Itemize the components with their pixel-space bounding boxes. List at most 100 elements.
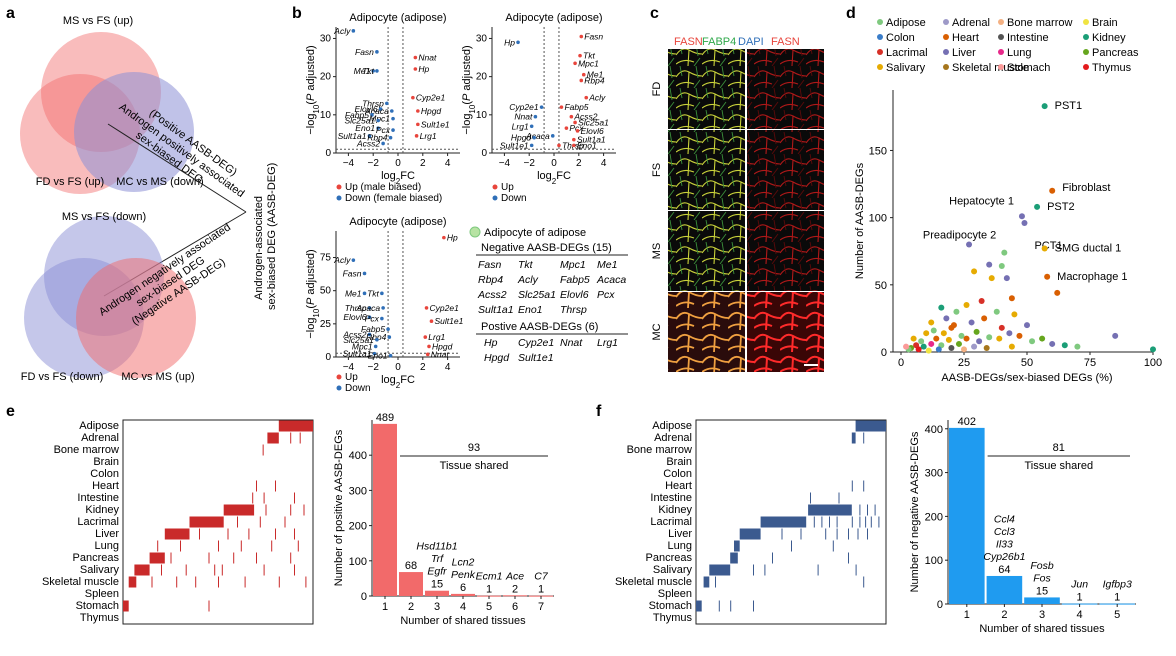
neg-gene: Sult1a1 bbox=[478, 304, 514, 316]
x-tick-label: −2 bbox=[367, 362, 379, 373]
aasb-side-label-2: sex-biased DEG (AASB-DEG) bbox=[266, 163, 278, 310]
x-tick-label: 100 bbox=[1144, 357, 1162, 369]
row-label-ms: MS bbox=[651, 243, 663, 260]
heatmap-cell bbox=[180, 540, 181, 552]
y-tick-label: 10 bbox=[320, 110, 332, 121]
tissue-label: Colon bbox=[663, 468, 692, 480]
legend-dot-adipose bbox=[877, 19, 883, 25]
scatter-point-annotated bbox=[1034, 203, 1041, 210]
micro-fasn-ms bbox=[747, 211, 824, 291]
x-tick-label: 4 bbox=[601, 158, 607, 169]
heatmap-cell bbox=[294, 528, 295, 540]
x-tick-label: 4 bbox=[1077, 609, 1083, 621]
bar-6 bbox=[503, 595, 527, 597]
heatmap-cell bbox=[825, 528, 827, 540]
volcano-point bbox=[376, 126, 380, 130]
bar-value-4: 6 bbox=[460, 582, 466, 594]
y-tick-label: 0 bbox=[481, 148, 487, 159]
bar-value-1: 402 bbox=[958, 416, 976, 428]
scatter-point-annotated bbox=[1041, 103, 1048, 110]
tissue-label: Adipose bbox=[79, 420, 119, 432]
legend-dot-lacrimal bbox=[877, 49, 883, 55]
volcano-point bbox=[390, 109, 394, 113]
heatmap-cell bbox=[267, 432, 279, 444]
heatmap-cell bbox=[240, 540, 242, 552]
heatmap-cell bbox=[271, 540, 273, 552]
micro-fasn-mc bbox=[747, 292, 824, 372]
gene-label: Rbp4 bbox=[367, 133, 388, 143]
tissue-label: Pancreas bbox=[73, 552, 120, 564]
heatmap-cell bbox=[855, 420, 886, 432]
heatmap-cell bbox=[848, 552, 849, 564]
x-tick-label: 75 bbox=[1084, 357, 1096, 369]
x-tick-label: 6 bbox=[512, 601, 518, 613]
gene-label: Hp bbox=[504, 37, 515, 47]
volcano-point bbox=[579, 34, 584, 39]
gene-label: Cyp2e1 bbox=[509, 102, 539, 112]
micro-merge-fs bbox=[668, 130, 745, 210]
scatter-point bbox=[1150, 346, 1156, 353]
venn-circle-mc-ms-down bbox=[74, 72, 194, 192]
gene-label: Nnat bbox=[431, 349, 450, 359]
aasb-side-label-1: Androgen-associated bbox=[253, 196, 265, 300]
y-tick-label: 50 bbox=[320, 286, 332, 297]
volcano-point bbox=[371, 69, 376, 73]
volcano-point bbox=[370, 113, 374, 117]
gene-label: Rbp4 bbox=[366, 332, 387, 342]
bar-gene-label: Jun bbox=[1070, 579, 1088, 591]
legend-up-dot bbox=[336, 374, 342, 380]
volcano-plot-3: Adipocyte (adipose) −4 −2 0 2 4 0 25 50 75 log2FC −… bbox=[305, 216, 464, 394]
gene-label: Elovl6 bbox=[581, 126, 604, 136]
gene-label: Tkt bbox=[362, 66, 374, 76]
legend-label: Colon bbox=[886, 32, 915, 44]
bar-value-4: 1 bbox=[1077, 592, 1083, 604]
heatmap-cell bbox=[208, 552, 210, 564]
heatmap-cell bbox=[851, 516, 853, 528]
x-tick-label: 2 bbox=[1001, 609, 1007, 621]
x-tick-label: 4 bbox=[445, 362, 451, 373]
x-tick-label: 5 bbox=[1114, 609, 1120, 621]
heatmap-cell bbox=[208, 600, 210, 612]
scatter-point bbox=[928, 319, 935, 326]
heatmap-cell bbox=[703, 576, 710, 588]
heatmap-cell bbox=[855, 564, 857, 576]
scatter-point bbox=[948, 344, 955, 351]
scatter-point bbox=[918, 338, 925, 345]
x-tick-label: 25 bbox=[958, 357, 970, 369]
gene-label: Elovl6 bbox=[354, 104, 377, 114]
bar-value-7: 1 bbox=[538, 584, 544, 596]
gene-label: Slc25a1 bbox=[578, 117, 609, 127]
scatter-point bbox=[1074, 343, 1081, 350]
tissue-label: Bone marrow bbox=[54, 444, 119, 456]
neg-gene: Fasn bbox=[478, 259, 502, 271]
heatmap-cell bbox=[244, 576, 246, 588]
panel-letter-b: b bbox=[292, 5, 302, 22]
y-tick-label: 25 bbox=[320, 319, 332, 330]
volcano-point bbox=[376, 118, 380, 123]
y-tick-label: 30 bbox=[476, 33, 488, 44]
y-tick-label: 400 bbox=[925, 424, 943, 436]
venn-label-mc-ms-down: MC vs MS (down) bbox=[116, 176, 203, 188]
heatmap-cell bbox=[800, 528, 802, 540]
heatmap-cell bbox=[263, 564, 265, 576]
heatmap-cell bbox=[863, 576, 865, 588]
legend-label: Heart bbox=[952, 32, 979, 44]
pos-gene: Nnat bbox=[560, 337, 583, 349]
legend-dot-bone-marrow bbox=[998, 19, 1004, 25]
gene-label: Me1 bbox=[587, 70, 604, 80]
x-axis-label: log2FC bbox=[381, 170, 415, 186]
panel-letter-e: e bbox=[6, 403, 15, 420]
bar-value-2: 64 bbox=[998, 564, 1010, 576]
tissue-label: Colon bbox=[90, 468, 119, 480]
bar-gene-label: Lcn2 bbox=[452, 556, 475, 568]
y-axis-label: Number of AASB-DEGs bbox=[854, 162, 866, 279]
y-axis-label: −log10(P adjusted) bbox=[305, 249, 321, 338]
heatmap-cell bbox=[764, 564, 766, 576]
scatter-point-annotated bbox=[1001, 249, 1008, 256]
tissue-label: Spleen bbox=[85, 588, 119, 600]
volcano-point bbox=[378, 107, 383, 111]
scatter-point bbox=[1024, 322, 1030, 329]
heatmap-cell bbox=[265, 504, 267, 516]
volcano-point bbox=[575, 129, 580, 133]
